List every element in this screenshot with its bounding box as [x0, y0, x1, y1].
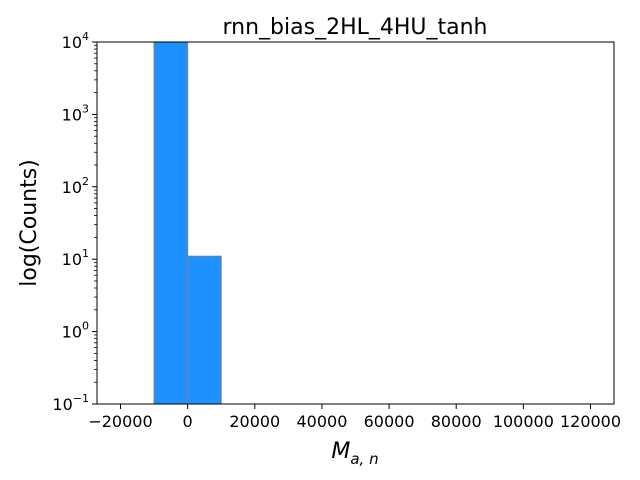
- y-axis-label: log(Counts): [17, 159, 42, 287]
- x-tick-label: 100000: [493, 412, 554, 431]
- histogram-bar-1: [187, 255, 222, 405]
- chart-title: rnn_bias_2HL_4HU_tanh: [223, 15, 488, 40]
- x-tick-label: 20000: [229, 412, 280, 431]
- x-axis-ticks: −20000 0 20000 40000 60000 80000 100000 120000: [88, 404, 621, 431]
- x-tick-label: 60000: [364, 412, 415, 431]
- x-tick-label: 40000: [296, 412, 347, 431]
- y-tick-label: 101: [62, 247, 89, 269]
- x-axis-label-main: M: [331, 439, 350, 464]
- plot-frame: [96, 41, 615, 405]
- x-axis-label-subscript: a, n: [350, 450, 378, 468]
- y-tick-label: 10−1: [52, 392, 89, 414]
- bars-group: [153, 41, 222, 405]
- x-tick-label: −20000: [88, 412, 152, 431]
- x-axis-label: Ma, n: [331, 439, 378, 468]
- y-tick-label: 100: [62, 320, 89, 342]
- y-tick-label: 104: [62, 30, 89, 52]
- x-tick-label: 80000: [431, 412, 482, 431]
- y-tick-label: 103: [62, 102, 89, 124]
- y-axis-ticks: 10−1 100 101 102 103 104: [52, 30, 97, 414]
- y-tick-label: 102: [62, 175, 89, 197]
- x-tick-label: 120000: [560, 412, 621, 431]
- histogram-bar-0: [153, 41, 189, 405]
- x-tick-label: 0: [183, 412, 193, 431]
